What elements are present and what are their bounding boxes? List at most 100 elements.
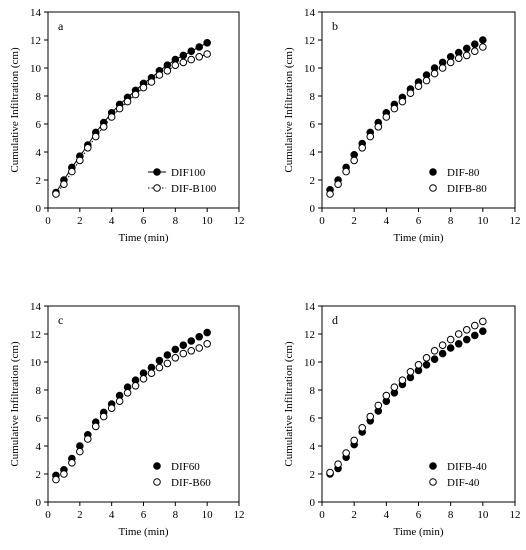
- data-point: [163, 351, 172, 359]
- data-point: [462, 51, 471, 60]
- data-point: [438, 349, 447, 358]
- x-tick-label: 6: [416, 509, 422, 521]
- data-point: [406, 368, 415, 376]
- data-point: [454, 330, 463, 338]
- data-point: [422, 76, 431, 85]
- x-tick-label: 2: [351, 509, 357, 521]
- data-point: [462, 326, 471, 334]
- data-point: [203, 340, 211, 348]
- y-tick-label: 12: [304, 35, 315, 47]
- data-point: [187, 47, 196, 56]
- legend-marker: [429, 462, 437, 470]
- data-point: [68, 167, 76, 176]
- x-tick-label: 0: [45, 509, 51, 521]
- data-point: [430, 347, 439, 355]
- data-point: [203, 328, 211, 337]
- x-axis-label: Time (min): [393, 232, 443, 244]
- data-point: [390, 104, 399, 113]
- y-tick-label: 0: [310, 203, 316, 215]
- data-point: [99, 123, 108, 131]
- legend-entry: DIF-80: [429, 167, 480, 179]
- data-point: [358, 424, 367, 432]
- y-tick-label: 14: [304, 301, 316, 313]
- data-point: [470, 47, 479, 56]
- y-tick-label: 12: [304, 329, 315, 341]
- y-tick-label: 12: [30, 35, 41, 47]
- y-axis-label: Cumulative Infiltration (cm): [9, 47, 21, 173]
- y-tick-label: 14: [30, 301, 42, 313]
- data-point: [179, 58, 188, 67]
- x-axis-label: Time (min): [118, 526, 168, 538]
- data-point: [326, 468, 334, 477]
- data-point: [414, 82, 423, 90]
- data-point: [326, 190, 334, 198]
- data-point: [76, 447, 84, 456]
- x-tick-label: 12: [234, 215, 245, 227]
- data-point: [131, 382, 140, 390]
- series-difb-40: [326, 327, 487, 478]
- x-tick-label: 12: [510, 509, 521, 521]
- x-tick-label: 2: [77, 509, 83, 521]
- legend-label: DIF60: [171, 461, 200, 473]
- x-tick-label: 10: [477, 215, 489, 227]
- data-point: [438, 341, 447, 350]
- data-point: [187, 55, 196, 64]
- y-tick-label: 2: [36, 469, 42, 481]
- data-point: [430, 355, 439, 364]
- series-dif-b60: [52, 340, 211, 484]
- legend-label: DIF-B60: [171, 477, 211, 489]
- legend-marker: [153, 168, 161, 176]
- y-tick-label: 6: [36, 119, 42, 131]
- x-tick-label: 2: [77, 215, 83, 227]
- y-axis-label: Cumulative Infiltration (cm): [283, 47, 295, 173]
- legend-label: DIF100: [171, 167, 206, 179]
- x-tick-label: 8: [448, 215, 454, 227]
- data-point: [350, 156, 358, 165]
- x-tick-label: 12: [234, 509, 245, 521]
- x-tick-label: 0: [319, 509, 325, 521]
- data-point: [374, 401, 383, 410]
- x-tick-label: 6: [416, 215, 422, 227]
- data-point: [342, 167, 350, 176]
- data-point: [366, 132, 375, 141]
- plot-frame: [47, 305, 240, 503]
- data-point: [374, 123, 383, 131]
- x-tick-label: 10: [477, 509, 489, 521]
- panel-letter: b: [332, 19, 338, 33]
- x-tick-label: 4: [384, 509, 390, 521]
- data-point: [155, 71, 164, 79]
- series-dif-b100: [52, 50, 211, 198]
- y-tick-label: 4: [310, 441, 316, 453]
- data-point: [195, 43, 204, 51]
- legend-entry: DIF-40: [429, 477, 480, 489]
- data-point: [462, 44, 471, 53]
- x-tick-label: 2: [351, 215, 357, 227]
- legend-entry: DIF60: [153, 461, 200, 473]
- legend-entry: DIFB-80: [429, 183, 487, 195]
- data-point: [390, 383, 399, 392]
- data-point: [366, 412, 375, 421]
- y-tick-label: 2: [310, 175, 316, 187]
- data-point: [83, 144, 92, 152]
- y-tick-label: 6: [36, 413, 42, 425]
- legend-marker: [429, 478, 437, 486]
- x-tick-label: 6: [141, 509, 147, 521]
- y-tick-label: 0: [36, 203, 42, 215]
- data-point: [147, 369, 156, 378]
- panel-b: 0 2 4 6 8 10 12 0 2 4 6 8 10 12 14 Time (min) Cumulative…: [283, 7, 521, 244]
- data-point: [115, 397, 124, 406]
- data-point: [195, 53, 204, 61]
- data-point: [171, 354, 180, 362]
- data-point: [414, 361, 423, 369]
- legend-marker: [153, 462, 161, 470]
- panel-letter: a: [58, 19, 64, 33]
- series-difb-80: [326, 43, 487, 198]
- y-tick-label: 2: [310, 469, 316, 481]
- data-point: [479, 327, 487, 336]
- data-point: [334, 460, 342, 469]
- data-point: [446, 335, 455, 344]
- data-point: [99, 412, 108, 421]
- x-tick-label: 8: [173, 509, 179, 521]
- data-point: [382, 391, 391, 400]
- legend-label: DIFB-80: [447, 183, 487, 195]
